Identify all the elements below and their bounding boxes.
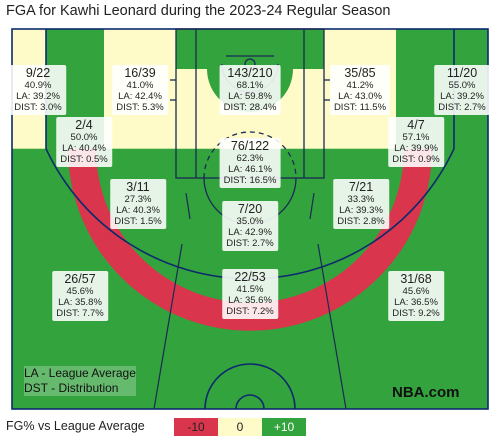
zone-fgm-fga: 11/20	[446, 66, 478, 80]
center-circle-inner	[235, 394, 265, 410]
zone-label-top-key-3: 22/53 41.5% LA: 35.6% DIST: 7.2%	[222, 269, 278, 319]
divider-right-mid	[309, 192, 315, 220]
zone-fg-pct: 45.6%	[402, 286, 430, 297]
zone-fg-pct: 55.0%	[448, 80, 476, 91]
zone-distribution: DIST: 28.4%	[223, 102, 277, 113]
zone-distribution: DIST: 2.8%	[337, 216, 385, 227]
zone-label-right-short-mid: 35/85 41.2% LA: 43.0% DIST: 11.5%	[329, 65, 391, 115]
zone-league-average: LA: 39.2%	[440, 91, 484, 102]
zone-league-average: LA: 43.0%	[338, 91, 382, 102]
zone-fg-pct: 27.3%	[124, 194, 152, 205]
legend-above: +10	[262, 418, 306, 436]
zone-league-average: LA: 42.9%	[228, 227, 272, 238]
free-throw-circle-bottom	[203, 131, 297, 179]
zone-distribution: DIST: 0.9%	[392, 154, 440, 165]
zone-fgm-fga: 26/57	[64, 272, 96, 286]
divider-right-3	[317, 243, 347, 410]
zone-fgm-fga: 4/7	[407, 118, 425, 132]
zone-label-paint-non-ra: 76/122 62.3% LA: 46.1% DIST: 16.5%	[219, 138, 281, 188]
zone-league-average: LA: 40.4%	[62, 143, 106, 154]
zone-label-left-short-mid: 16/39 41.0% LA: 42.4% DIST: 5.3%	[112, 65, 168, 115]
zone-league-average: LA: 40.3%	[116, 205, 160, 216]
zone-label-left-baseline-mid: 2/4 50.0% LA: 40.4% DIST: 0.5%	[56, 117, 112, 167]
zone-distribution: DIST: 7.2%	[226, 306, 274, 317]
zone-league-average: LA: 39.9%	[394, 143, 438, 154]
zone-fgm-fga: 7/20	[237, 202, 263, 216]
zone-fgm-fga: 31/68	[400, 272, 432, 286]
zone-distribution: DIST: 2.7%	[226, 238, 274, 249]
zone-fgm-fga: 76/122	[230, 139, 270, 153]
chart-notes: LA - League Average DST - Distribution	[24, 366, 136, 396]
zone-league-average: LA: 36.5%	[394, 297, 438, 308]
zone-league-average: LA: 39.2%	[16, 91, 60, 102]
zone-league-average: LA: 59.8%	[228, 91, 272, 102]
divider-left-mid	[185, 192, 191, 220]
zone-fg-pct: 41.2%	[346, 80, 374, 91]
zone-fgm-fga: 9/22	[25, 66, 51, 80]
note-distribution: DST - Distribution	[24, 381, 119, 395]
zone-distribution: DIST: 9.2%	[392, 308, 440, 319]
zone-label-right-baseline-mid: 4/7 57.1% LA: 39.9% DIST: 0.9%	[388, 117, 444, 167]
zone-league-average: LA: 46.1%	[228, 164, 272, 175]
zone-fg-pct: 62.3%	[236, 153, 264, 164]
zone-label-right-corner-3: 11/20 55.0% LA: 39.2% DIST: 2.7%	[434, 65, 490, 115]
zone-label-left-corner-3: 9/22 40.9% LA: 39.2% DIST: 3.0%	[10, 65, 66, 115]
zone-fgm-fga: 22/53	[234, 270, 266, 284]
zone-league-average: LA: 35.6%	[228, 295, 272, 306]
legend-below: -10	[174, 418, 218, 436]
zone-distribution: DIST: 11.5%	[333, 102, 387, 113]
zone-fg-pct: 41.5%	[236, 284, 264, 295]
zone-fg-pct: 50.0%	[70, 132, 98, 143]
zone-league-average: LA: 42.4%	[118, 91, 162, 102]
zone-fgm-fga: 7/21	[348, 180, 374, 194]
zone-label-top-key-mid: 7/20 35.0% LA: 42.9% DIST: 2.7%	[222, 201, 278, 251]
note-league-average: LA - League Average	[24, 366, 136, 380]
zone-distribution: DIST: 0.5%	[60, 154, 108, 165]
zone-distribution: DIST: 5.3%	[116, 102, 164, 113]
zone-league-average: LA: 39.3%	[339, 205, 383, 216]
zone-neutral-rim-wedges	[176, 69, 324, 149]
zone-fg-pct: 57.1%	[402, 132, 430, 143]
zone-league-average: LA: 35.8%	[58, 297, 102, 308]
zone-label-left-wing-3: 26/57 45.6% LA: 35.8% DIST: 7.7%	[52, 271, 108, 321]
zone-fg-pct: 41.0%	[126, 80, 154, 91]
zone-label-left-wing-mid: 3/11 27.3% LA: 40.3% DIST: 1.5%	[110, 179, 166, 229]
center-circle	[204, 363, 296, 410]
legend-title: FG% vs League Average	[6, 419, 145, 433]
zone-fgm-fga: 35/85	[344, 66, 376, 80]
zone-fgm-fga: 16/39	[124, 66, 156, 80]
brand-logo: NBA.com	[392, 384, 460, 401]
chart-title: FGA for Kawhi Leonard during the 2023-24…	[6, 3, 391, 19]
zone-distribution: DIST: 1.5%	[114, 216, 162, 227]
zone-distribution: DIST: 7.7%	[56, 308, 104, 319]
zone-fgm-fga: 143/210	[227, 66, 273, 80]
zone-label-restricted-area: 143/210 68.1% LA: 59.8% DIST: 28.4%	[219, 65, 281, 115]
zone-fg-pct: 68.1%	[236, 80, 264, 91]
zone-fgm-fga: 3/11	[126, 180, 150, 194]
divider-left-3	[153, 243, 183, 410]
zone-distribution: DIST: 16.5%	[223, 175, 277, 186]
legend-neutral: 0	[218, 418, 262, 436]
zone-distribution: DIST: 3.0%	[14, 102, 62, 113]
zone-label-right-wing-mid: 7/21 33.3% LA: 39.3% DIST: 2.8%	[333, 179, 389, 229]
zone-fg-pct: 40.9%	[24, 80, 52, 91]
zone-fg-pct: 45.6%	[66, 286, 94, 297]
zone-distribution: DIST: 2.7%	[438, 102, 486, 113]
zone-fg-pct: 33.3%	[347, 194, 375, 205]
zone-below-mid-band	[68, 148, 432, 331]
zone-fgm-fga: 2/4	[75, 118, 93, 132]
zone-label-right-wing-3: 31/68 45.6% LA: 36.5% DIST: 9.2%	[388, 271, 444, 321]
zone-fg-pct: 35.0%	[236, 216, 264, 227]
